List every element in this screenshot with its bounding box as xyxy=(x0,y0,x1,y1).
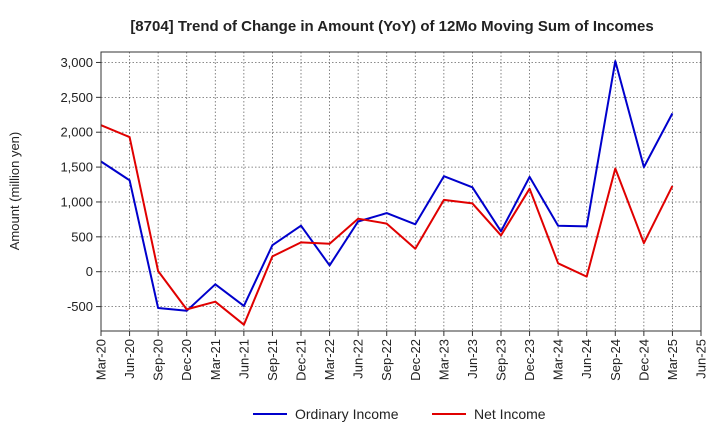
x-tick-label: Jun-22 xyxy=(351,339,366,379)
x-tick-label: Dec-22 xyxy=(408,339,423,381)
x-tick-label: Jun-21 xyxy=(236,339,251,379)
y-tick-label: 1,500 xyxy=(60,160,93,175)
x-tick-label: Sep-20 xyxy=(151,339,166,381)
series-line-ordinary-income xyxy=(100,60,674,312)
x-tick-label: Sep-21 xyxy=(265,339,280,381)
y-axis-label: Amount (million yen) xyxy=(7,132,22,251)
plot-frame xyxy=(100,51,702,332)
x-axis-ticks: Mar-20 Jun-20 Sep-20 Dec-20 Mar-21 Jun-21 Sep-… xyxy=(94,331,709,381)
chart-title: [8704] Trend of Change in Amount (YoY) o… xyxy=(130,18,653,35)
legend-label: Net Income xyxy=(474,406,546,422)
grid xyxy=(100,52,702,331)
x-tick-label: Dec-24 xyxy=(636,339,651,381)
y-tick-label: 2,000 xyxy=(60,125,93,140)
series-line-net-income xyxy=(100,124,674,326)
y-tick-label: 2,500 xyxy=(60,90,93,105)
x-tick-label: Jun-25 xyxy=(694,339,709,379)
y-tick-label: 500 xyxy=(71,229,93,244)
x-tick-label: Sep-23 xyxy=(494,339,509,381)
x-tick-label: Jun-24 xyxy=(579,339,594,379)
x-tick-label: Mar-22 xyxy=(322,339,337,380)
x-tick-label: Mar-23 xyxy=(436,339,451,380)
x-tick-label: Dec-21 xyxy=(294,339,309,381)
x-tick-label: Mar-21 xyxy=(208,339,223,380)
y-tick-label: -500 xyxy=(67,299,93,314)
series-lines xyxy=(100,60,674,326)
x-tick-label: Mar-25 xyxy=(665,339,680,380)
legend-label: Ordinary Income xyxy=(295,406,399,422)
x-tick-label: Jun-20 xyxy=(122,339,137,379)
x-tick-label: Dec-20 xyxy=(179,339,194,381)
x-tick-label: Sep-24 xyxy=(608,339,623,381)
y-tick-label: 0 xyxy=(86,264,93,279)
y-axis-ticks: -500 0 500 1,000 1,500 2,000 2,500 3,000 xyxy=(60,55,101,314)
x-tick-label: Mar-24 xyxy=(551,339,566,380)
legend: Ordinary Income Net Income xyxy=(253,406,546,422)
y-tick-label: 1,000 xyxy=(60,194,93,209)
x-tick-label: Mar-20 xyxy=(94,339,109,380)
x-tick-label: Dec-23 xyxy=(522,339,537,381)
y-tick-label: 3,000 xyxy=(60,55,93,70)
x-tick-label: Jun-23 xyxy=(465,339,480,379)
x-tick-label: Sep-22 xyxy=(379,339,394,381)
